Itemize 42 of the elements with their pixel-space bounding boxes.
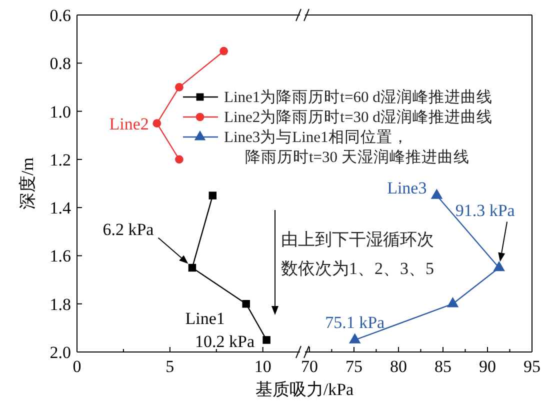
annotation: 10.2 kPa: [195, 332, 256, 351]
x-tick-label: 85: [434, 357, 452, 376]
x-tick-label: 95: [524, 357, 540, 376]
y-tick-label: 1.4: [50, 198, 72, 218]
y-tick-label: 1.8: [50, 294, 71, 314]
legend-label: Line1为降雨历时t=60 d湿润峰推进曲线: [224, 88, 492, 106]
point: [493, 260, 505, 272]
legend-label: Line3为与Line1相同位置，降雨历时t=30 天湿润峰推进曲线: [224, 128, 470, 166]
x-tick-label: 10: [254, 357, 272, 376]
y-tick-label: 0.8: [50, 54, 71, 74]
point: [152, 119, 162, 128]
y-axis-title: 深度/m: [18, 158, 37, 210]
x-axis-title: 基质吸力/kPa: [255, 380, 354, 399]
point: [262, 336, 270, 344]
x-tick-label: 80: [390, 357, 407, 376]
x-tick-label: 75: [345, 357, 362, 376]
annotation: 75.1 kPa: [325, 312, 386, 332]
y-tick-label: 1.2: [50, 150, 71, 170]
annotation: 6.2 kPa: [102, 220, 154, 239]
point: [430, 188, 443, 199]
y-tick-label: 1.6: [50, 246, 71, 266]
annotation: 91.3 kPa: [455, 200, 516, 220]
y-tick-label: 0.6: [50, 6, 71, 25]
point: [220, 46, 228, 56]
y-tick-label: 1.0: [50, 102, 71, 122]
x-tick-label: 5: [166, 357, 174, 376]
annotation: Line3: [387, 178, 427, 198]
x-tick-label: 90: [478, 357, 496, 376]
point: [348, 333, 361, 344]
point: [188, 264, 196, 272]
legend-label: Line2为降雨历时t=30 d湿润峰推进曲线: [224, 108, 492, 126]
annotation: 由上到下干湿循环次数依次为1、2、3、5: [281, 230, 434, 278]
x-tick-label: 70: [300, 357, 318, 376]
point: [208, 192, 217, 200]
point: [175, 83, 184, 92]
point: [242, 300, 250, 308]
point: [446, 297, 459, 308]
annotation: Line1: [185, 308, 225, 328]
annotation: Line2: [109, 114, 149, 134]
x-tick-label: 0: [72, 357, 82, 376]
point: [175, 155, 184, 164]
y-tick-label: 2.0: [50, 343, 71, 362]
